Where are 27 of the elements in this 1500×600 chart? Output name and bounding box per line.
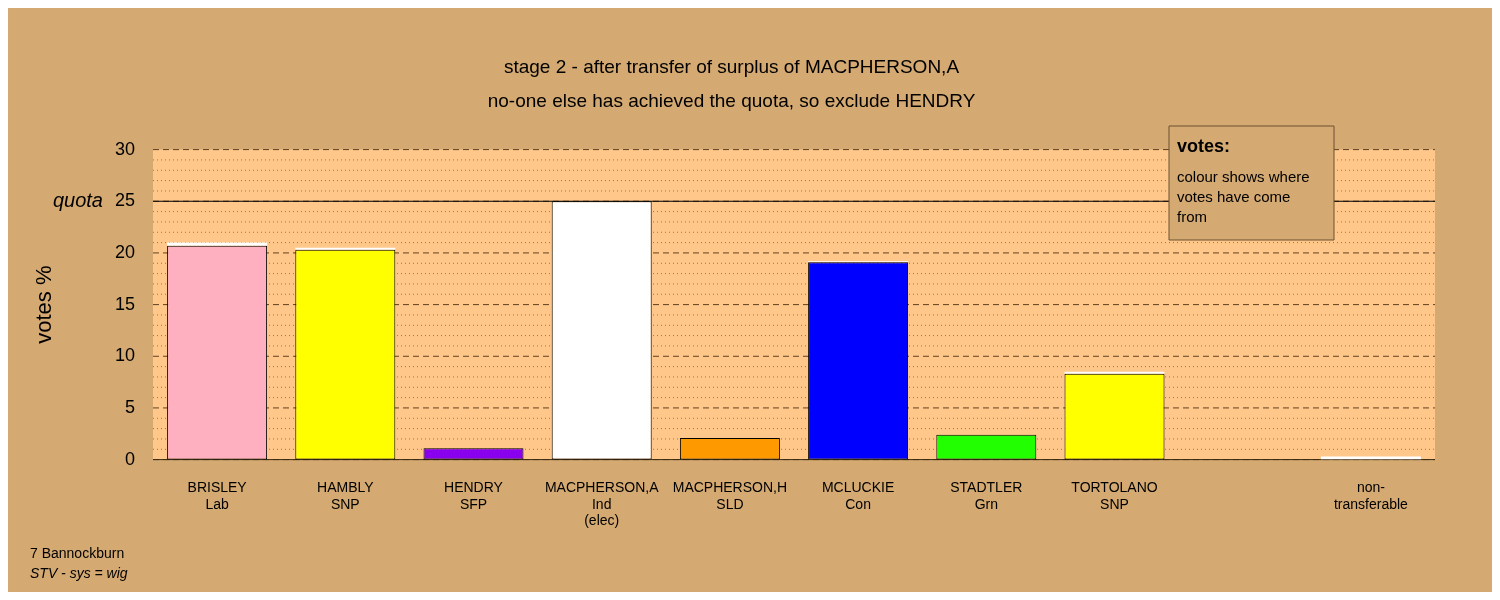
y-tick-label: 15: [114, 293, 135, 314]
x-tick-label: MACPHERSON,A Ind (elec): [544, 478, 660, 529]
chart-title: stage 2 - after transfer of surplus of MACPHERSON,A: [503, 55, 960, 77]
ref-line-label: quota: [52, 188, 103, 211]
y-tick-label: 0: [124, 448, 135, 469]
text: STV - sys = wig: [30, 565, 128, 581]
x-tick-label: MCLUCKIE Con: [821, 478, 895, 512]
annotation: colour shows where votes have come from: [1177, 168, 1310, 225]
x-tick-label: MACPHERSON,H SLD: [672, 478, 788, 512]
x-tick-label: HAMBLY SNP: [317, 478, 375, 512]
y-tick-label: 20: [114, 241, 135, 262]
y-axis-title: votes %: [31, 265, 57, 344]
y-tick-label: 10: [114, 345, 135, 366]
x-tick-label: HENDRY SFP: [444, 478, 504, 512]
bar: [1064, 371, 1165, 374]
y-tick-label: 25: [114, 190, 135, 211]
x-tick-label: STADTLER Grn: [950, 478, 1023, 512]
annotation: votes:: [1177, 136, 1231, 156]
bar: [295, 247, 396, 250]
x-tick-label: BRISLEY Lab: [187, 478, 248, 512]
bar: [167, 242, 268, 246]
x-tick-label: TORTOLANO SNP: [1071, 478, 1158, 512]
x-tick-label: non- transferable: [1333, 478, 1409, 512]
text: 7 Bannockburn: [30, 545, 125, 561]
y-tick-label: 5: [124, 396, 135, 417]
chart-subtitle: no-one else has achieved the quota, so exclude HENDRY: [487, 90, 976, 112]
y-tick-label: 30: [114, 138, 135, 159]
